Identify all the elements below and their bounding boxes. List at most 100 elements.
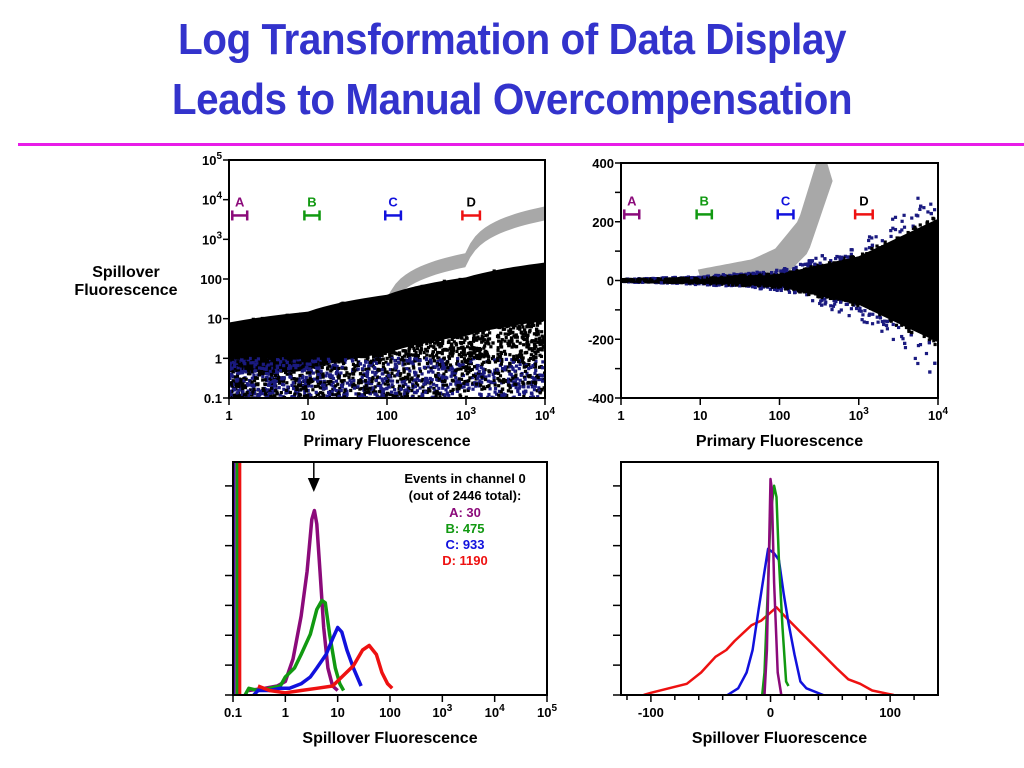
event-dot (400, 395, 404, 398)
event-dot (393, 362, 397, 366)
event-dot (433, 388, 437, 392)
event-dot (278, 335, 282, 339)
event-dot (253, 376, 258, 380)
event-dot (528, 315, 532, 319)
event-dot (421, 389, 426, 394)
event-dot (312, 335, 316, 339)
event-dot (465, 327, 469, 331)
event-dot (471, 373, 476, 377)
black-event-cloud (229, 264, 545, 407)
event-dot (365, 375, 369, 379)
gate-a: A (231, 194, 249, 221)
event-dot (294, 403, 297, 406)
event-dot (432, 359, 436, 363)
event-dot (500, 345, 504, 349)
event-dot (491, 355, 496, 359)
event-dot (434, 294, 438, 298)
event-dot (405, 323, 409, 327)
slide-title-line-1: Log Transformation of Data Display (177, 15, 847, 64)
event-dot (491, 341, 495, 345)
event-dot (342, 308, 346, 312)
event-dot (373, 366, 377, 370)
event-dot (268, 391, 272, 395)
event-dot (480, 353, 484, 358)
event-dot (234, 384, 239, 388)
event-dot (366, 339, 370, 343)
event-dot (345, 389, 349, 393)
event-dot (533, 384, 537, 388)
event-dot (455, 289, 460, 293)
gate-label: A (235, 194, 245, 209)
event-dot (407, 373, 411, 377)
event-dot (371, 402, 374, 405)
event-dot (230, 366, 234, 370)
event-dot (461, 297, 465, 301)
event-dot (249, 388, 253, 392)
event-dot (249, 332, 253, 336)
event-dot (412, 319, 416, 324)
event-dot (259, 399, 262, 402)
event-dot (429, 335, 434, 339)
event-dot (511, 330, 515, 334)
x-tick-label: 100 (376, 408, 398, 423)
event-dot (329, 348, 333, 352)
event-dot (286, 400, 289, 403)
event-dot (361, 314, 365, 319)
event-dot (282, 376, 286, 380)
event-dot (251, 383, 255, 387)
event-dot (484, 403, 487, 406)
event-dot (381, 378, 385, 382)
event-dot (289, 402, 292, 405)
event-dot (445, 361, 449, 365)
event-dot (511, 286, 515, 290)
event-dot (390, 325, 394, 329)
event-dot (394, 391, 399, 395)
event-dot (252, 339, 257, 343)
event-dot (326, 362, 330, 366)
event-dot (527, 362, 531, 367)
event-dot (289, 404, 292, 407)
event-dot (242, 400, 245, 403)
event-dot (393, 308, 397, 312)
event-dot (496, 346, 500, 350)
event-dot (276, 343, 280, 347)
event-dot (282, 321, 286, 326)
event-dot (344, 367, 348, 371)
event-dot (448, 363, 453, 367)
event-dot (511, 383, 515, 387)
event-dot (348, 372, 352, 376)
event-dot (330, 342, 334, 346)
event-dot (322, 327, 326, 331)
event-dot (407, 320, 411, 325)
event-dot (360, 337, 364, 341)
event-dot (453, 328, 458, 332)
event-dot (267, 341, 272, 345)
event-dot (474, 377, 478, 381)
event-dot (529, 292, 533, 296)
event-dot (520, 316, 524, 320)
event-dot (320, 383, 325, 387)
event-dot (356, 381, 361, 385)
event-dot (236, 356, 241, 360)
event-dot (486, 324, 490, 328)
event-dot (493, 401, 496, 404)
event-dot (282, 387, 286, 391)
event-dot (446, 402, 449, 405)
event-dot (346, 343, 350, 347)
event-dot (266, 326, 270, 330)
event-dot (521, 311, 525, 315)
event-dot (267, 372, 271, 376)
event-dot (269, 366, 274, 370)
event-dot (296, 346, 300, 350)
event-dot (431, 322, 435, 326)
event-dot (530, 286, 534, 291)
event-dot (287, 346, 292, 350)
event-dot (340, 365, 344, 369)
event-dot (229, 350, 232, 355)
event-dot (484, 315, 488, 319)
event-dot (534, 327, 539, 332)
event-dot (455, 325, 459, 329)
event-dot (381, 401, 384, 404)
event-dot (229, 389, 232, 393)
event-dot (272, 382, 277, 386)
